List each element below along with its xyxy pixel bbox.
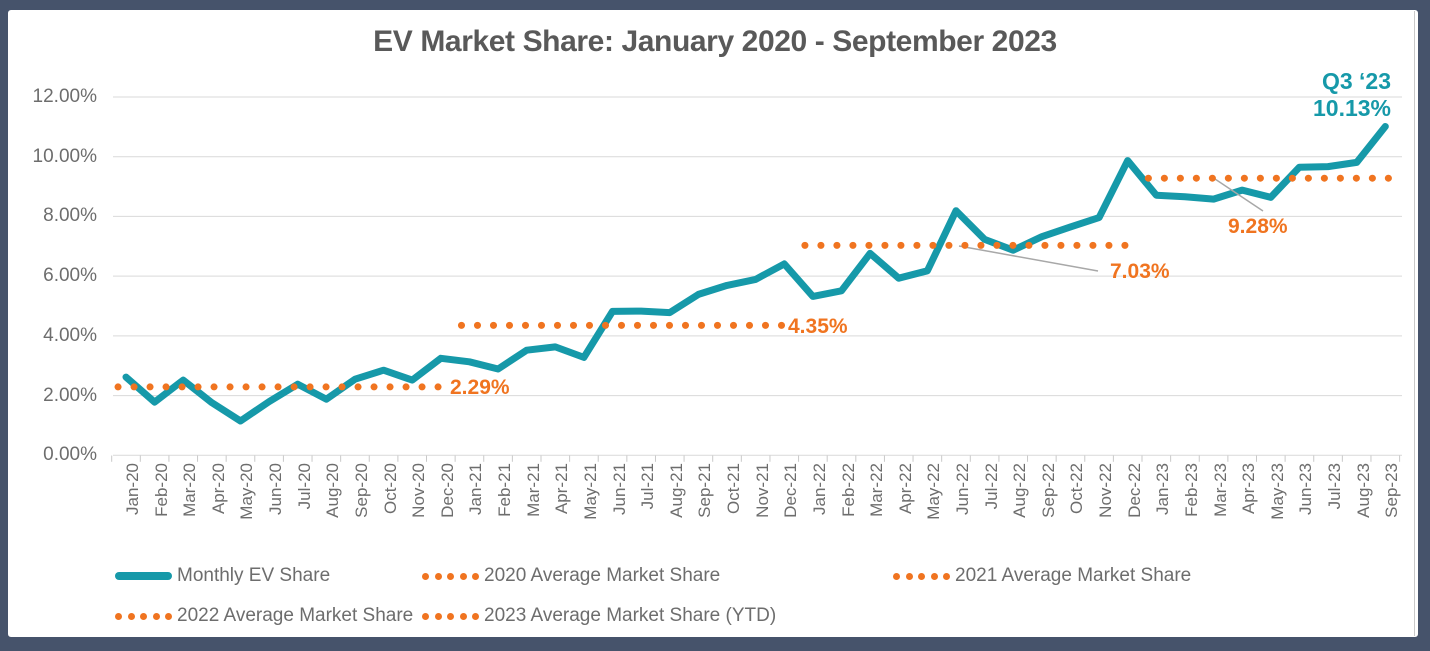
- legend-label: 2021 Average Market Share: [955, 565, 1192, 586]
- chart-panel: [8, 10, 1418, 637]
- legend-dots-swatch-icon: [422, 612, 479, 620]
- average-value-label: 9.28%: [1228, 215, 1288, 238]
- x-axis-label: Jul-22: [981, 463, 1001, 510]
- average-value-label: 2.29%: [450, 376, 510, 399]
- x-axis-label: Oct-22: [1067, 463, 1087, 515]
- x-axis-label: Feb-21: [495, 463, 515, 517]
- x-axis-label: Jun-23: [1296, 463, 1316, 515]
- legend-item: Monthly EV Share: [115, 563, 330, 589]
- x-axis-label: Mar-21: [523, 463, 543, 517]
- x-axis-label: Jul-23: [1325, 463, 1345, 510]
- legend-item: 2023 Average Market Share (YTD): [422, 603, 776, 629]
- legend-label: Monthly EV Share: [177, 565, 331, 586]
- average-value-label: 4.35%: [788, 315, 848, 338]
- legend-dots-swatch-icon: [893, 572, 950, 580]
- x-axis-label: Mar-20: [180, 463, 200, 517]
- x-axis-label: May-23: [1267, 463, 1287, 520]
- legend-item: 2022 Average Market Share: [115, 603, 413, 629]
- legend-dots-swatch-icon: [422, 572, 479, 580]
- x-axis-label: Dec-22: [1124, 463, 1144, 518]
- y-axis-label: 10.00%: [32, 145, 97, 167]
- x-axis-label: Sep-23: [1382, 463, 1402, 518]
- y-axis-label: 8.00%: [43, 205, 97, 227]
- x-axis-label: Nov-22: [1096, 463, 1116, 518]
- x-axis-label: Jun-20: [266, 463, 286, 515]
- x-axis-label: May-21: [580, 463, 600, 520]
- y-axis-label: 2.00%: [43, 384, 97, 406]
- x-axis-label: Apr-22: [895, 463, 915, 515]
- legend-row-2: 2022 Average Market Share 2023 Average Ma…: [115, 603, 1415, 629]
- x-axis-label: Apr-23: [1239, 463, 1259, 515]
- x-axis-label: Feb-23: [1181, 463, 1201, 517]
- x-axis-label: Aug-20: [323, 463, 343, 518]
- leader-line-2022-avg: [958, 245, 1099, 272]
- y-axis-label: 4.00%: [43, 324, 97, 346]
- x-axis-label: Oct-21: [724, 463, 744, 515]
- x-axis-label: Sep-20: [351, 463, 371, 518]
- legend-item: 2021 Average Market Share: [893, 563, 1191, 589]
- legend-row-1: Monthly EV Share 2020 Average Market Shar…: [115, 563, 1415, 589]
- q3-annotation-value: 10.13%: [1312, 95, 1391, 121]
- x-axis-label: Jun-22: [952, 463, 972, 515]
- legend-label: 2020 Average Market Share: [484, 565, 721, 586]
- leader-line-2023-avg: [1211, 176, 1264, 212]
- x-axis-label: May-20: [237, 463, 257, 520]
- x-axis-label: Feb-22: [838, 463, 858, 517]
- legend-label: 2022 Average Market Share: [177, 605, 414, 626]
- x-axis-label: Jun-21: [609, 463, 629, 515]
- average-value-label: 7.03%: [1110, 260, 1170, 283]
- y-axis-label: 12.00%: [32, 85, 97, 107]
- x-axis-label: Aug-23: [1353, 463, 1373, 518]
- x-axis-label: Jan-23: [1153, 463, 1173, 515]
- monthly-ev-share-line: [122, 123, 1389, 425]
- q3-annotation: Q3 ‘23 10.13%: [1313, 68, 1391, 122]
- q3-annotation-period: Q3 ‘23: [1321, 68, 1391, 94]
- x-axis-label: Nov-21: [752, 463, 772, 518]
- y-axis-label: 6.00%: [43, 265, 97, 287]
- legend-dots-swatch-icon: [115, 612, 172, 620]
- x-axis-label: Jan-20: [123, 463, 142, 515]
- x-axis-label: Mar-23: [1210, 463, 1230, 517]
- x-axis-label: Jul-21: [638, 463, 658, 510]
- x-axis-label: Aug-22: [1010, 463, 1030, 518]
- x-axis-label: Mar-22: [867, 463, 887, 517]
- x-axis-label: Dec-21: [781, 463, 801, 518]
- chart-title: EV Market Share: January 2020 - Septembe…: [373, 25, 1057, 58]
- x-axis-label: Oct-20: [380, 463, 400, 515]
- x-axis-label: Jan-22: [809, 463, 829, 515]
- x-axis-label: Dec-20: [437, 463, 457, 518]
- legend-item: 2020 Average Market Share: [422, 563, 720, 589]
- x-axis-label: Aug-21: [666, 463, 686, 518]
- legend-label: 2023 Average Market Share (YTD): [484, 605, 777, 626]
- x-axis-label: Sep-22: [1038, 463, 1058, 518]
- x-axis-label: Jan-21: [466, 463, 486, 515]
- panel-edge-line: [1414, 11, 1415, 636]
- x-axis-label: Nov-20: [409, 463, 429, 518]
- x-axis-label: Jul-20: [294, 463, 314, 510]
- legend-line-swatch-icon: [115, 572, 172, 580]
- x-axis-label: Apr-20: [208, 463, 228, 515]
- x-axis-label: Feb-20: [151, 463, 171, 517]
- x-axis-label: May-22: [924, 463, 944, 520]
- y-axis-label: 0.00%: [43, 444, 97, 466]
- x-axis-label: Apr-21: [552, 463, 572, 515]
- x-axis-label: Sep-21: [695, 463, 715, 518]
